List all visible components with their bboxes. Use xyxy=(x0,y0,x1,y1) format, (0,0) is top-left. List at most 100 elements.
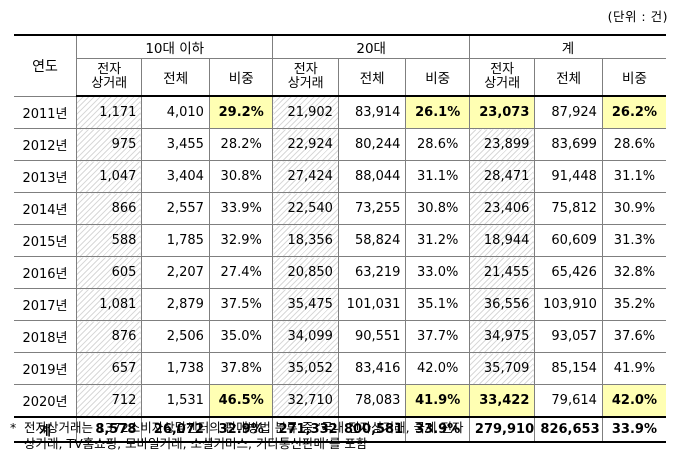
data-cell: 31.2% xyxy=(405,224,470,257)
data-cell: 31.1% xyxy=(405,160,470,193)
data-cell: 93,057 xyxy=(534,320,603,353)
year-cell: 2018년 xyxy=(14,320,77,353)
header-overall: 전체 xyxy=(141,58,210,97)
header-ratio: 비중 xyxy=(405,58,470,97)
data-cell: 35.1% xyxy=(405,288,470,321)
data-cell: 31.3% xyxy=(601,224,666,257)
data-cell: 2,879 xyxy=(141,288,210,321)
year-cell: 2011년 xyxy=(14,95,77,129)
data-cell: 21,902 xyxy=(272,95,339,129)
data-cell: 58,824 xyxy=(337,224,407,257)
data-cell: 42.0% xyxy=(601,384,666,418)
data-cell: 37.7% xyxy=(405,320,470,353)
header-year: 연도 xyxy=(14,34,77,97)
total-row: 계 8,578 26,072 32.9% 271,332 800,581 33.9% 279,… xyxy=(14,416,666,443)
data-cell: 876 xyxy=(75,320,143,353)
header-overall: 전체 xyxy=(534,58,603,97)
data-cell: 1,738 xyxy=(141,352,210,385)
data-cell: 35.2% xyxy=(601,288,666,321)
statistics-table: 연도 10대 이하 20대 계 전자 상거래 전체 비중 전자 상거래 전체 비중 전자 상거래 전… xyxy=(14,34,666,443)
data-cell: 866 xyxy=(75,192,143,225)
total-cell: 26,072 xyxy=(141,416,210,443)
data-cell: 3,455 xyxy=(141,128,210,161)
data-cell: 3,404 xyxy=(141,160,210,193)
data-cell: 80,244 xyxy=(337,128,407,161)
data-cell: 30.9% xyxy=(601,192,666,225)
year-cell: 2015년 xyxy=(14,224,77,257)
year-cell: 2016년 xyxy=(14,256,77,289)
data-cell: 90,551 xyxy=(337,320,407,353)
data-cell: 35,709 xyxy=(468,352,536,385)
data-cell: 1,785 xyxy=(141,224,210,257)
data-cell: 63,219 xyxy=(337,256,407,289)
header-ratio: 비중 xyxy=(208,58,274,97)
data-cell: 26.1% xyxy=(405,95,470,129)
data-cell: 46.5% xyxy=(208,384,274,418)
footnote-line-1: 전자상거래는 1372소비자상담센터의 판매방법 분류 중 ‘국내 전자상거래,… xyxy=(23,420,464,435)
header-group-teens: 10대 이하 xyxy=(75,34,274,59)
data-cell: 35,052 xyxy=(272,352,339,385)
data-cell: 60,609 xyxy=(534,224,603,257)
header-group-total: 계 xyxy=(468,34,666,59)
table-row: 2013년 1,047 3,404 30.8% 27,424 88,044 31.1% 28,… xyxy=(14,160,666,193)
data-cell: 588 xyxy=(75,224,143,257)
table-row: 2020년 712 1,531 46.5% 32,710 78,083 41.9% 33,42… xyxy=(14,384,666,418)
header-row-sub: 전자 상거래 전체 비중 전자 상거래 전체 비중 전자 상거래 전체 비중 xyxy=(14,58,666,97)
data-cell: 32.9% xyxy=(208,224,274,257)
data-cell: 29.2% xyxy=(208,95,274,129)
total-cell: 33.9% xyxy=(405,416,470,443)
data-cell: 83,416 xyxy=(337,352,407,385)
data-cell: 32.8% xyxy=(601,256,666,289)
table-row: 2015년 588 1,785 32.9% 18,356 58,824 31.2% 18,94… xyxy=(14,224,666,257)
data-cell: 34,099 xyxy=(272,320,339,353)
data-cell: 657 xyxy=(75,352,143,385)
header-ratio: 비중 xyxy=(601,58,666,97)
data-cell: 27.4% xyxy=(208,256,274,289)
data-cell: 1,081 xyxy=(75,288,143,321)
data-cell: 18,944 xyxy=(468,224,536,257)
total-cell: 271,332 xyxy=(272,416,339,443)
year-cell: 2014년 xyxy=(14,192,77,225)
data-cell: 30.8% xyxy=(208,160,274,193)
data-cell: 35.0% xyxy=(208,320,274,353)
footnote-line-2: 상거래, TV홈쇼핑, 모바일거래, 소셜커머스, 기타통신판매’를 포함 xyxy=(24,436,368,451)
data-cell: 79,614 xyxy=(534,384,603,418)
data-cell: 975 xyxy=(75,128,143,161)
data-cell: 4,010 xyxy=(141,95,210,129)
total-cell: 8,578 xyxy=(75,416,143,443)
total-cell: 33.9% xyxy=(601,416,666,443)
data-cell: 37.8% xyxy=(208,352,274,385)
data-cell: 103,910 xyxy=(534,288,603,321)
year-cell: 2019년 xyxy=(14,352,77,385)
header-ecommerce: 전자 상거래 xyxy=(76,58,143,97)
table-row: 2014년 866 2,557 33.9% 22,540 73,255 30.8% 23,40… xyxy=(14,192,666,225)
data-cell: 605 xyxy=(75,256,143,289)
data-cell: 35,475 xyxy=(272,288,339,321)
data-cell: 23,899 xyxy=(468,128,536,161)
data-cell: 32,710 xyxy=(272,384,339,418)
data-cell: 31.1% xyxy=(601,160,666,193)
data-cell: 83,699 xyxy=(534,128,603,161)
data-cell: 65,426 xyxy=(534,256,603,289)
table-row: 2016년 605 2,207 27.4% 20,850 63,219 33.0% 21,45… xyxy=(14,256,666,289)
data-cell: 1,047 xyxy=(75,160,143,193)
table-row: 2017년 1,081 2,879 37.5% 35,475 101,031 35.1% 36… xyxy=(14,288,666,321)
table-row: 2011년 1,171 4,010 29.2% 21,902 83,914 26.1% 23,… xyxy=(14,95,666,129)
data-cell: 22,924 xyxy=(272,128,339,161)
data-cell: 22,540 xyxy=(272,192,339,225)
data-cell: 712 xyxy=(75,384,143,418)
year-cell: 2013년 xyxy=(14,160,77,193)
data-cell: 83,914 xyxy=(337,95,407,129)
data-cell: 33.0% xyxy=(405,256,470,289)
data-cell: 2,207 xyxy=(141,256,210,289)
data-cell: 88,044 xyxy=(337,160,407,193)
data-cell: 75,812 xyxy=(534,192,603,225)
data-cell: 101,031 xyxy=(337,288,407,321)
data-cell: 21,455 xyxy=(468,256,536,289)
data-cell: 37.6% xyxy=(601,320,666,353)
data-cell: 37.5% xyxy=(208,288,274,321)
data-cell: 42.0% xyxy=(405,352,470,385)
data-cell: 27,424 xyxy=(272,160,339,193)
unit-label: (단위 : 건) xyxy=(607,9,668,24)
table-body: 2011년 1,171 4,010 29.2% 21,902 83,914 26.1% 23,… xyxy=(14,95,666,443)
